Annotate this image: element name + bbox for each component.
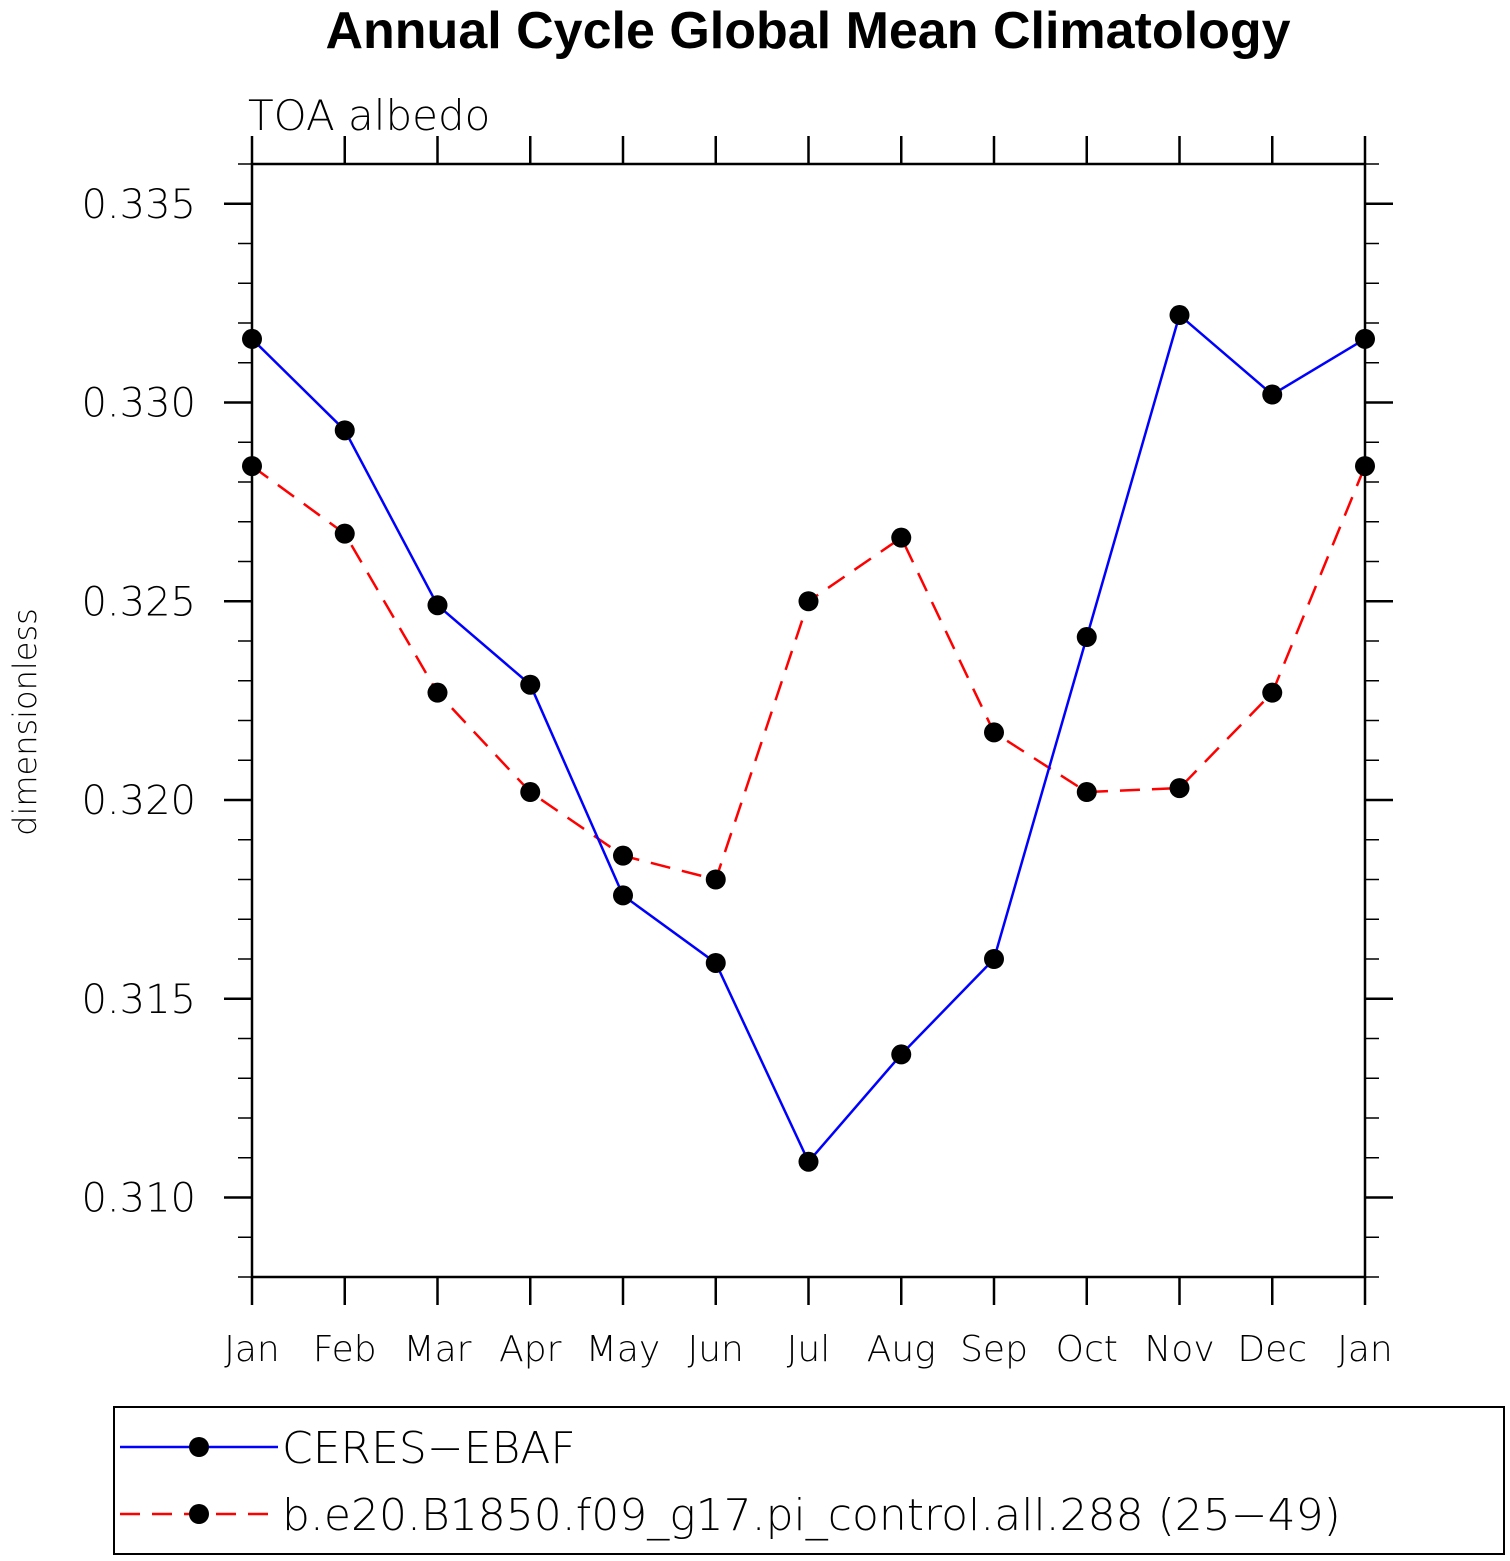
y-tick-label: 0.320 (81, 778, 196, 824)
legend-swatch-marker-ceres-ebaf (189, 1437, 209, 1457)
ticks-layer: Jan Feb Mar Apr May Jun Jul Aug Sep Oct Nov Dec Jan 0… (81, 136, 1393, 1370)
data-point-ceres-ebaf (613, 885, 633, 906)
data-point-model-run (798, 591, 819, 612)
y-tick-label: 0.310 (81, 1176, 196, 1222)
data-point-ceres-ebaf (427, 595, 448, 616)
data-point-ceres-ebaf (705, 952, 726, 973)
x-tick-label: Sep (960, 1329, 1028, 1370)
data-point-ceres-ebaf (798, 1151, 819, 1172)
data-point-model-run (984, 722, 1004, 743)
data-point-ceres-ebaf (334, 420, 355, 441)
y-tick-label: 0.335 (81, 182, 196, 228)
data-point-model-run (520, 782, 541, 803)
x-tick-label: May (586, 1329, 660, 1370)
data-point-ceres-ebaf (1262, 384, 1283, 405)
data-point-model-run (334, 523, 355, 544)
data-point-model-run (427, 682, 448, 703)
legend-box (113, 1406, 1505, 1555)
data-point-model-run (705, 869, 726, 890)
y-tick-label: 0.330 (81, 381, 196, 427)
x-tick-label: Dec (1237, 1329, 1307, 1370)
data-point-ceres-ebaf (1169, 305, 1190, 326)
data-point-model-run (1076, 782, 1097, 803)
y-tick-label: 0.325 (81, 579, 196, 625)
x-tick-label: Jan (224, 1329, 280, 1370)
data-point-ceres-ebaf (984, 949, 1004, 969)
data-point-model-run (613, 845, 633, 866)
data-point-ceres-ebaf (891, 1044, 912, 1065)
x-tick-label: Nov (1144, 1329, 1214, 1370)
legend-label-model-run: b.e20.B1850.f09_g17.pi_control.all.288 (… (282, 1490, 1341, 1541)
data-point-model-run (891, 527, 912, 548)
data-point-model-run (1262, 682, 1283, 703)
y-axis-label: dimensionless (6, 608, 44, 836)
x-tick-label: Feb (313, 1329, 377, 1370)
series-line-model-run (251, 465, 1367, 882)
x-tick-label: Jul (787, 1329, 830, 1370)
x-tick-label: Aug (867, 1329, 936, 1370)
chart-subtitle: TOA albedo (248, 91, 490, 140)
chart-title: Annual Cycle Global Mean Climatology (325, 2, 1290, 60)
x-tick-label: Apr (499, 1329, 561, 1370)
series-layer (242, 305, 1375, 1172)
plot-frame (250, 162, 1367, 1279)
data-point-ceres-ebaf (520, 674, 541, 695)
x-tick-label: Mar (404, 1329, 472, 1370)
legend: CERES−EBAF b.e20.B1850.f09_g17.pi_contro… (113, 1406, 1505, 1555)
x-tick-label: Jan (1337, 1329, 1393, 1370)
series-line-ceres-ebaf (251, 312, 1366, 1164)
legend-label-ceres-ebaf: CERES−EBAF (282, 1423, 576, 1474)
x-tick-label: Oct (1056, 1329, 1118, 1370)
x-tick-label: Jun (688, 1329, 744, 1370)
y-tick-label: 0.315 (81, 977, 196, 1023)
data-point-ceres-ebaf (1076, 627, 1097, 648)
data-point-model-run (1169, 778, 1190, 799)
legend-swatch-marker-model-run (189, 1504, 209, 1524)
